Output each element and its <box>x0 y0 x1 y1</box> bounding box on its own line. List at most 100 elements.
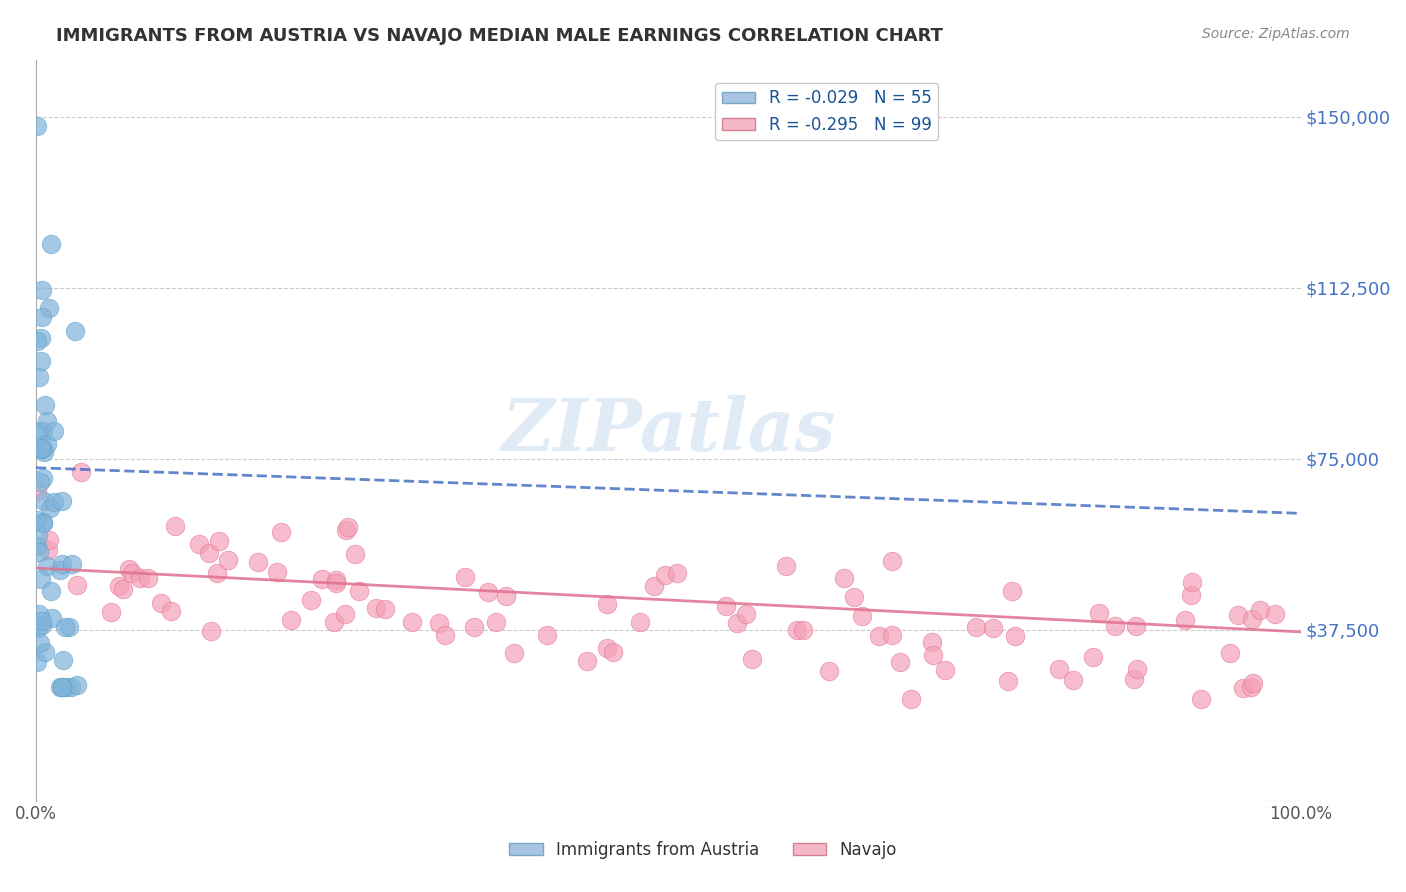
Point <box>70 465 93 479</box>
Point <box>217 553 239 567</box>
Point <box>1189 692 1212 706</box>
Point <box>1232 681 1254 695</box>
Point <box>27 528 49 542</box>
Point <box>575 654 598 668</box>
Point <box>30 331 52 345</box>
Point <box>31 310 53 324</box>
Point <box>374 602 396 616</box>
Point <box>882 553 904 567</box>
Point <box>596 597 619 611</box>
Point <box>725 615 748 630</box>
Point <box>100 605 122 619</box>
Point <box>136 571 159 585</box>
Point <box>51 557 73 571</box>
Point <box>37 414 59 428</box>
Text: Source: ZipAtlas.com: Source: ZipAtlas.com <box>1202 27 1350 41</box>
Point <box>31 618 53 632</box>
Point <box>364 601 387 615</box>
Point <box>37 542 59 557</box>
Point <box>27 334 49 349</box>
Point <box>51 680 73 694</box>
Point <box>1123 672 1146 686</box>
Point <box>32 493 55 508</box>
Point <box>1001 584 1024 599</box>
Point <box>34 645 56 659</box>
Text: IMMIGRANTS FROM AUSTRIA VS NAVAJO MEDIAN MALE EARNINGS CORRELATION CHART: IMMIGRANTS FROM AUSTRIA VS NAVAJO MEDIAN… <box>56 27 943 45</box>
Point <box>32 471 55 485</box>
Point <box>477 584 499 599</box>
Point <box>200 624 222 639</box>
Point <box>117 561 139 575</box>
Point <box>38 533 60 548</box>
Point <box>1264 607 1286 622</box>
Point <box>1125 618 1147 632</box>
Point <box>716 599 738 614</box>
Point <box>52 653 75 667</box>
Text: ZIPatlas: ZIPatlas <box>501 394 835 466</box>
Point <box>325 575 347 590</box>
Point <box>1081 650 1104 665</box>
Point <box>25 119 48 133</box>
Point <box>1241 676 1264 690</box>
Point <box>630 615 652 630</box>
Point <box>32 515 55 529</box>
Point <box>336 519 359 533</box>
Point <box>280 614 302 628</box>
Point <box>49 680 72 694</box>
Point <box>434 628 457 642</box>
Point <box>66 578 89 592</box>
Point <box>150 596 173 610</box>
Point <box>485 615 508 629</box>
Point <box>1174 613 1197 627</box>
Point <box>333 607 356 622</box>
Point <box>28 370 51 384</box>
Point <box>1088 606 1111 620</box>
Point <box>401 615 423 629</box>
Point <box>602 645 624 659</box>
Point <box>32 445 55 459</box>
Point <box>735 607 758 621</box>
Point <box>427 615 450 630</box>
Point <box>1219 646 1241 660</box>
Point <box>27 621 49 635</box>
Point <box>454 570 477 584</box>
Point <box>344 547 367 561</box>
Point <box>1062 673 1084 688</box>
Point <box>31 516 53 530</box>
Point <box>323 615 346 629</box>
Point <box>1180 588 1202 602</box>
Point <box>129 571 152 585</box>
Point <box>205 566 228 580</box>
Point <box>463 620 485 634</box>
Point <box>1047 662 1070 676</box>
Point <box>39 237 62 252</box>
Point <box>792 623 814 637</box>
Point <box>197 546 219 560</box>
Point <box>30 572 52 586</box>
Point <box>28 544 51 558</box>
Point <box>188 537 211 551</box>
Point <box>596 641 619 656</box>
Point <box>868 629 890 643</box>
Point <box>58 619 80 633</box>
Point <box>108 579 131 593</box>
Point <box>31 283 53 297</box>
Point <box>1104 619 1126 633</box>
Point <box>25 483 48 498</box>
Point <box>775 559 797 574</box>
Point <box>60 680 83 694</box>
Point <box>31 442 53 457</box>
Point <box>266 565 288 579</box>
Point <box>934 663 956 677</box>
Point <box>28 475 51 489</box>
Point <box>832 571 855 585</box>
Point <box>163 519 186 533</box>
Point <box>666 566 689 581</box>
Point <box>31 442 53 456</box>
Point <box>63 324 86 338</box>
Point <box>25 539 48 553</box>
Point <box>1227 608 1250 623</box>
Point <box>536 628 558 642</box>
Point <box>921 634 943 648</box>
Point <box>38 301 60 315</box>
